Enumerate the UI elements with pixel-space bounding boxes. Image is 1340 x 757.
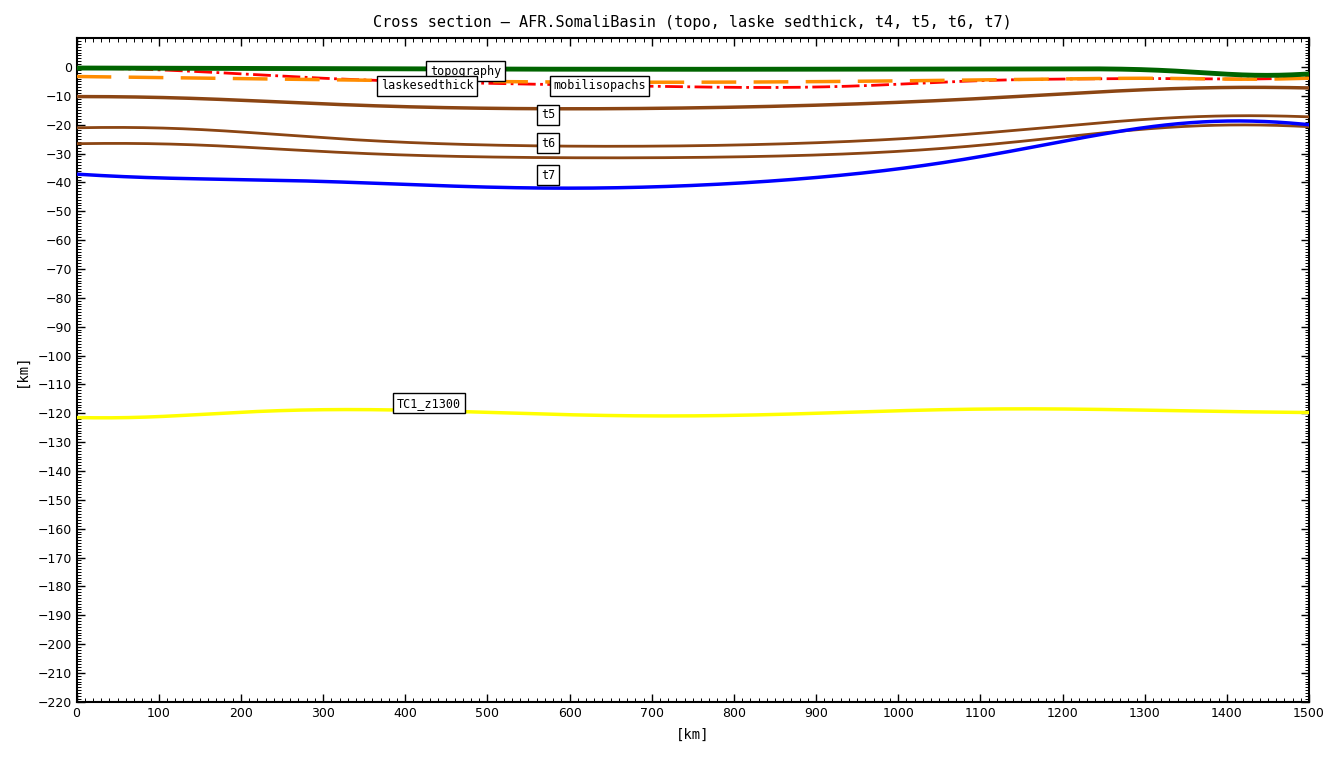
Text: t5: t5 [541,108,555,121]
Text: TC1_z1300: TC1_z1300 [397,397,461,410]
Text: mobilisopachs: mobilisopachs [553,79,646,92]
X-axis label: [km]: [km] [677,728,710,742]
Text: topography: topography [430,65,501,78]
Text: laskesedthick: laskesedthick [381,79,473,92]
Title: Cross section – AFR.SomaliBasin (topo, laske sedthick, t4, t5, t6, t7): Cross section – AFR.SomaliBasin (topo, l… [374,15,1012,30]
Y-axis label: [km]: [km] [15,354,29,387]
Text: t7: t7 [541,169,555,182]
Text: t6: t6 [541,137,555,150]
